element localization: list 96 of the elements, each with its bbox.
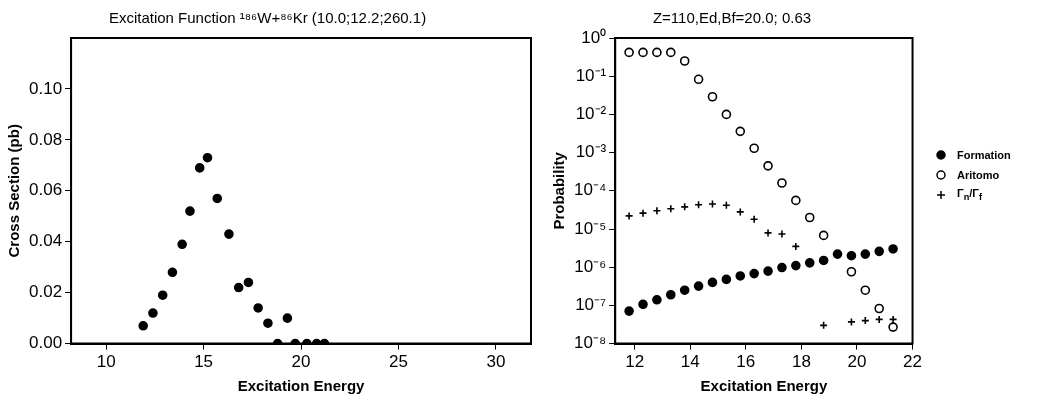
legend-label: Aritomo: [957, 169, 1000, 181]
point: [638, 299, 648, 310]
point: [638, 47, 648, 58]
point: [777, 178, 787, 188]
y-tick-label: 10⁻¹: [575, 65, 607, 85]
legend-label: Γ$_{n}$/Γ$_{f}$: [957, 187, 982, 203]
point: [735, 207, 745, 217]
y-tick-label: 10⁰: [581, 27, 607, 47]
point: [763, 266, 773, 276]
y-tick-label: 0.02: [28, 282, 63, 302]
point: [138, 320, 148, 331]
point: [282, 313, 293, 323]
y-axis-title: Probability: [550, 151, 568, 230]
point: [763, 228, 773, 238]
point: [860, 249, 871, 259]
y-tick-label: 0.04: [28, 231, 63, 251]
point: [652, 295, 662, 305]
y-tick-label: 0.08: [28, 129, 63, 149]
y-tick-label: 10⁻³: [575, 142, 607, 162]
y-tick-label: 10⁻⁶: [574, 256, 607, 276]
y-tick-label: 10⁻⁸: [574, 333, 607, 353]
point: [624, 211, 634, 221]
x-tick-label: 15: [194, 352, 214, 372]
x-tick-label: 25: [389, 352, 408, 372]
x-tick-label: 16: [736, 352, 756, 372]
point: [749, 268, 759, 279]
point: [693, 74, 704, 85]
point: [224, 229, 234, 239]
y-tick-label: 10⁻⁴: [574, 180, 607, 200]
point: [243, 277, 254, 288]
point: [791, 195, 801, 206]
y-tick-label: 0.00: [28, 333, 63, 353]
point: [652, 47, 662, 58]
point: [777, 229, 787, 239]
point: [777, 262, 787, 273]
x-tick-label: 20: [291, 352, 311, 372]
point: [665, 47, 676, 58]
point: [749, 143, 759, 154]
point: [167, 267, 178, 278]
point: [818, 230, 829, 241]
point: [763, 161, 773, 171]
legend-label: Formation: [957, 149, 1011, 161]
point: [707, 277, 718, 288]
point: [263, 318, 273, 329]
y-tick-label: 10⁻⁵: [574, 218, 607, 238]
point: [721, 109, 732, 120]
point: [846, 266, 857, 277]
point: [233, 282, 244, 293]
point: [874, 246, 884, 257]
point: [735, 271, 746, 281]
point: [157, 290, 168, 301]
chart-title: Z=110,Ed,Bf=20.0; 0.63: [652, 9, 812, 27]
y-tick-label: 0.06: [28, 180, 63, 200]
point: [194, 163, 205, 173]
point: [749, 214, 759, 224]
point: [804, 258, 815, 268]
x-tick-label: 10: [96, 352, 116, 372]
point: [693, 281, 704, 291]
x-axis-title: Excitation Energy: [700, 377, 828, 395]
y-axis-title: Cross Section (pb): [5, 124, 23, 258]
point: [888, 244, 898, 254]
x-tick-label: 18: [791, 352, 811, 372]
point: [652, 206, 662, 216]
y-tick-label: 0.10: [28, 78, 63, 98]
point: [888, 322, 898, 332]
y-tick-label: 10⁻⁷: [575, 295, 607, 315]
point: [624, 306, 634, 316]
point: [679, 56, 690, 66]
point: [735, 126, 746, 137]
point: [202, 152, 213, 163]
point: [707, 91, 718, 102]
point: [624, 47, 634, 58]
point: [185, 206, 195, 216]
point: [177, 239, 187, 250]
point: [212, 193, 223, 204]
x-tick-label: 12: [625, 352, 645, 372]
point: [832, 249, 843, 259]
point: [638, 208, 648, 218]
point: [846, 250, 857, 261]
point: [791, 260, 801, 271]
x-tick-label: 22: [903, 352, 923, 372]
point: [818, 255, 829, 266]
x-axis-title: Excitation Energy: [237, 377, 366, 395]
chart-title: Excitation Function ¹⁸⁶W+⁸⁶Kr (10.0;12.2;260.1): [108, 9, 427, 27]
point: [665, 289, 676, 300]
point: [721, 274, 732, 285]
point: [148, 308, 158, 318]
y-tick-label: 10⁻²: [575, 104, 607, 124]
point: [679, 285, 690, 295]
point: [874, 303, 884, 314]
point: [804, 212, 815, 223]
point: [860, 285, 871, 295]
x-tick-label: 14: [680, 352, 700, 372]
x-tick-label: 30: [486, 352, 506, 372]
point: [253, 303, 263, 313]
x-tick-label: 20: [847, 352, 867, 372]
